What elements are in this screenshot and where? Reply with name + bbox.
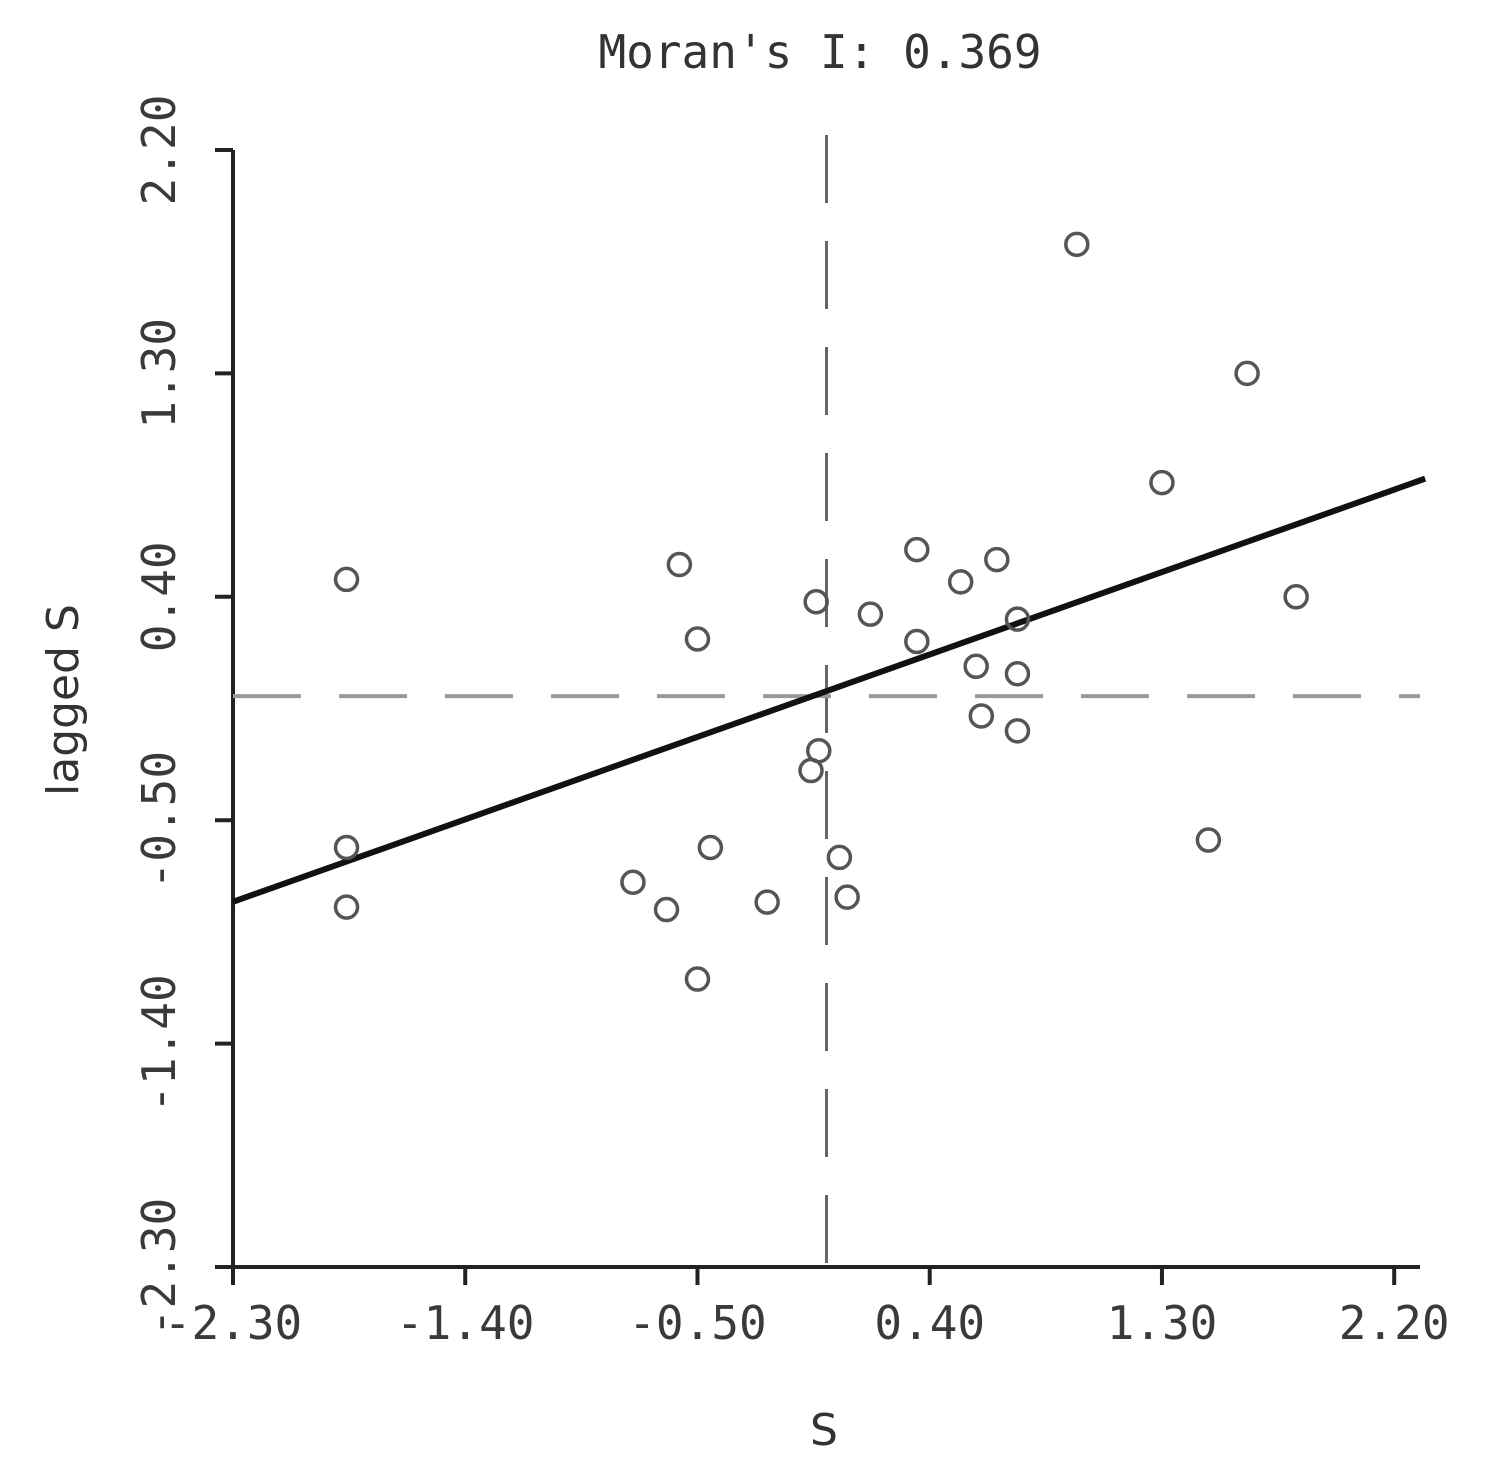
data-point [963, 653, 989, 680]
data-point [1149, 469, 1175, 496]
x-tick-label: 2.20 [1339, 1296, 1450, 1350]
x-tick-label: 0.40 [874, 1296, 985, 1350]
data-point [947, 569, 974, 595]
data-point [1004, 718, 1031, 744]
data-point [826, 844, 853, 871]
data-point [984, 546, 1010, 573]
data-point [333, 566, 360, 593]
data-point [1004, 660, 1031, 687]
data-point [653, 896, 680, 923]
data-point [684, 966, 711, 992]
data-point [1283, 584, 1309, 610]
y-axis-label: lagged S [38, 604, 89, 796]
data-point [684, 626, 711, 652]
y-tick-label: 0.40 [132, 541, 186, 652]
data-point [697, 834, 724, 861]
y-tick-label: -2.30 [132, 1198, 186, 1336]
chart-title: Moran's I: 0.369 [598, 25, 1041, 79]
data-point [1064, 231, 1090, 258]
x-tick-label: 1.30 [1107, 1296, 1218, 1350]
data-point [666, 551, 693, 578]
data-point [798, 757, 824, 784]
y-tick-label: 1.30 [132, 318, 186, 429]
y-tick-label: -1.40 [132, 974, 186, 1112]
regression-line [231, 475, 1427, 905]
x-tick-label: -0.50 [628, 1296, 766, 1350]
data-point [1234, 360, 1260, 387]
data-point [1195, 827, 1222, 853]
data-point [803, 589, 829, 615]
x-axis-label: S [810, 1405, 838, 1456]
data-point [754, 889, 780, 915]
data-point [904, 536, 930, 563]
data-point [968, 703, 995, 729]
data-point [620, 869, 646, 896]
x-tick-label: -2.30 [164, 1296, 302, 1350]
y-tick-label: -0.50 [132, 751, 186, 889]
data-point [857, 601, 884, 627]
data-point [333, 834, 360, 861]
data-point [1004, 606, 1031, 632]
data-point [333, 894, 360, 920]
data-point [834, 884, 860, 910]
y-tick-label: 2.20 [132, 95, 186, 206]
plot-area: -2.30 -1.40 -0.50 0.40 1.30 2.20 -2.30 -1.40 -0.… [132, 95, 1450, 1350]
x-tick-label: -1.40 [396, 1296, 534, 1350]
data-point [904, 628, 930, 655]
